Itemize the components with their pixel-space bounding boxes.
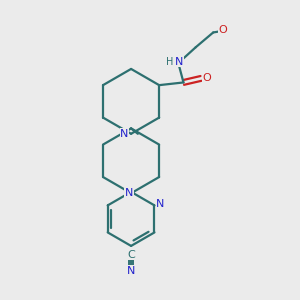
Text: O: O [202,74,211,83]
Text: H: H [166,57,173,67]
Text: N: N [156,199,165,209]
Text: N: N [127,266,135,276]
Text: N: N [120,129,128,139]
Text: O: O [219,25,228,35]
Text: C: C [127,250,135,260]
Text: N: N [175,57,184,67]
Text: N: N [125,188,133,198]
